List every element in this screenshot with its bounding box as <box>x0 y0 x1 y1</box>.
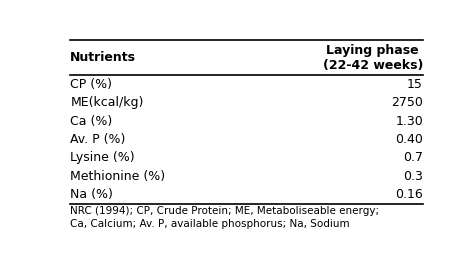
Text: 15: 15 <box>407 78 423 91</box>
Text: Av. P (%): Av. P (%) <box>70 133 126 146</box>
Text: CP (%): CP (%) <box>70 78 112 91</box>
Text: Laying phase
(22-42 weeks): Laying phase (22-42 weeks) <box>322 44 423 72</box>
Text: 0.7: 0.7 <box>403 151 423 164</box>
Text: 0.40: 0.40 <box>395 133 423 146</box>
Text: 0.16: 0.16 <box>395 188 423 201</box>
Text: 1.30: 1.30 <box>395 115 423 127</box>
Text: 0.3: 0.3 <box>403 170 423 183</box>
Text: 2750: 2750 <box>391 96 423 109</box>
Text: Lysine (%): Lysine (%) <box>70 151 135 164</box>
Text: Nutrients: Nutrients <box>70 51 136 64</box>
Text: NRC (1994); CP, Crude Protein; ME, Metaboliseable energy;
Ca, Calcium; Av. P, av: NRC (1994); CP, Crude Protein; ME, Metab… <box>70 206 379 229</box>
Text: ME(kcal/kg): ME(kcal/kg) <box>70 96 144 109</box>
Text: Ca (%): Ca (%) <box>70 115 112 127</box>
Text: Na (%): Na (%) <box>70 188 113 201</box>
Text: Methionine (%): Methionine (%) <box>70 170 165 183</box>
